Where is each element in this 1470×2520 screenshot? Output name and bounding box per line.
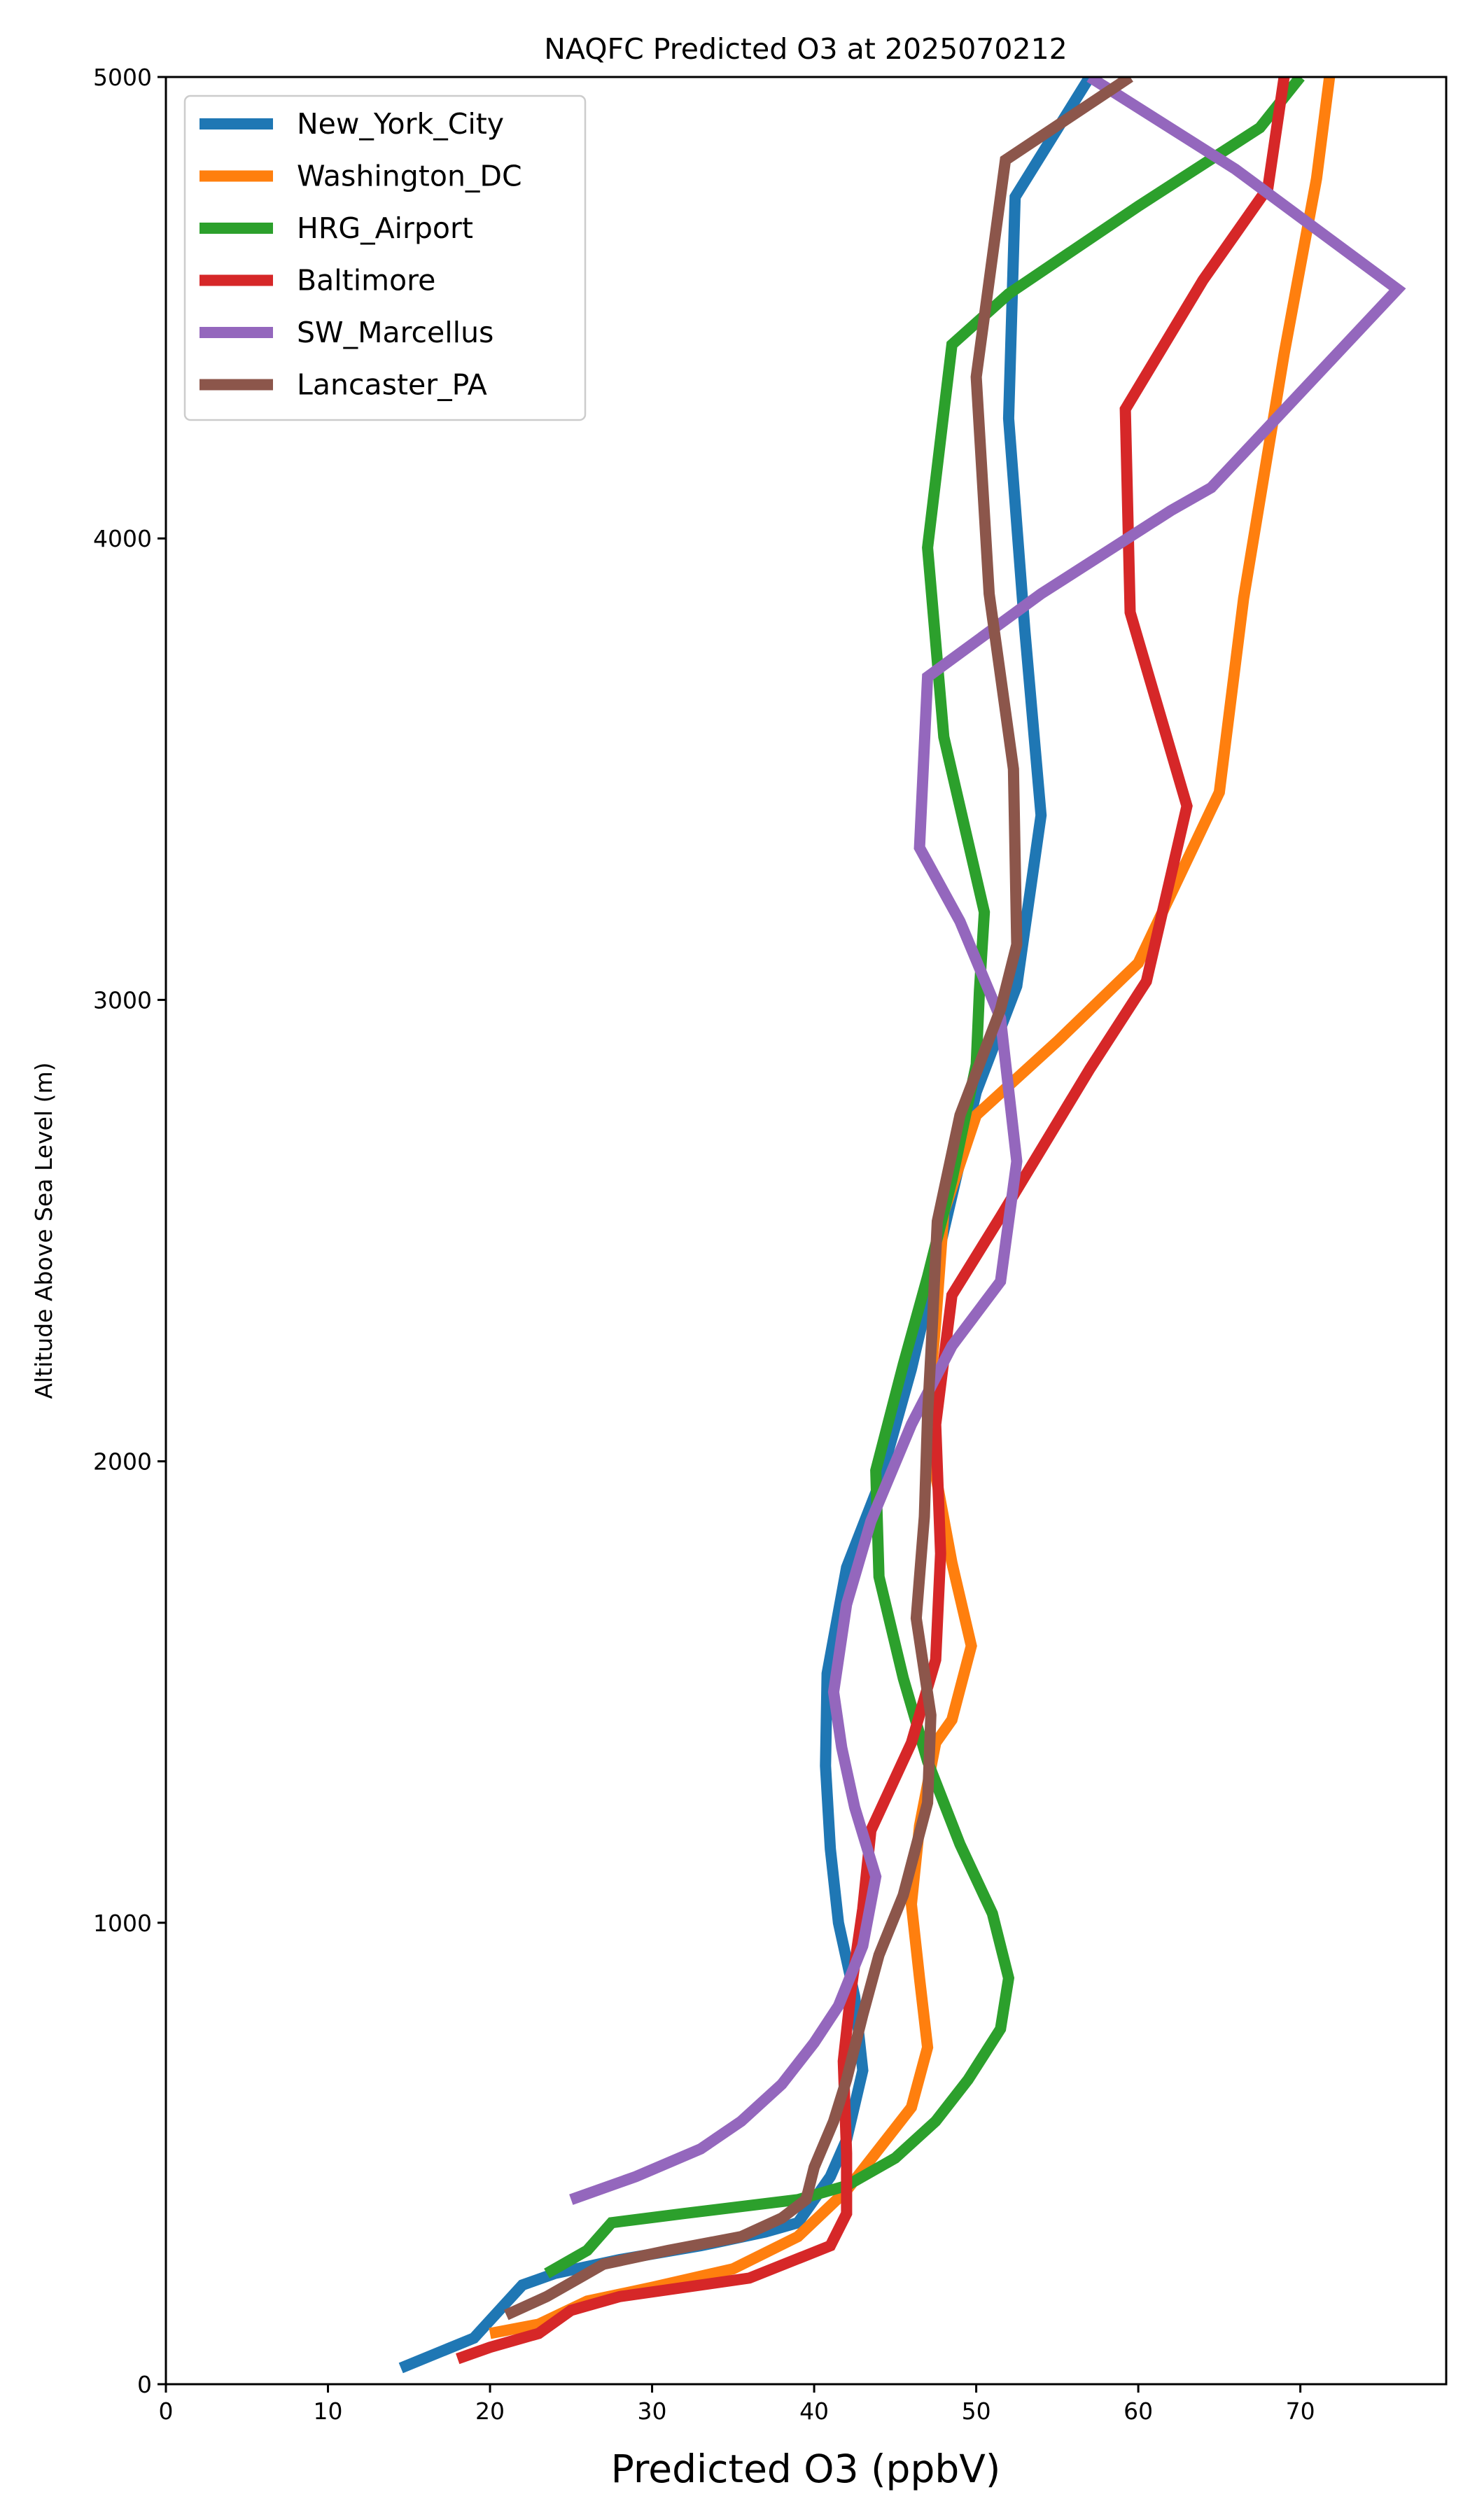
chart-title: NAQFC Predicted O3 at 2025070212: [544, 32, 1068, 66]
legend-label-baltimore: Baltimore: [297, 264, 435, 298]
plot-area-frame: [164, 76, 1448, 2386]
y-tick-label: 5000: [93, 64, 152, 91]
series-line-hrg-airport: [544, 77, 1305, 2278]
series-line-sw-marcellus: [569, 77, 1406, 2205]
x-tick-label: 40: [799, 2398, 829, 2425]
y-axis-title: Altitude Above Sea Level (m): [30, 1063, 57, 1399]
y-tick-label: 0: [137, 2371, 152, 2398]
x-tick-label: 30: [638, 2398, 667, 2425]
x-tick-label: 0: [159, 2398, 174, 2425]
x-axis-title: Predicted O3 (ppbV): [611, 2446, 1001, 2491]
x-tick-label: 60: [1124, 2398, 1153, 2425]
series-layer: [398, 77, 1406, 2374]
x-tick-label: 70: [1286, 2398, 1315, 2425]
x-tick-label: 50: [962, 2398, 991, 2425]
legend-label-washington-dc: Washington_DC: [297, 160, 522, 193]
legend-frame: [183, 94, 587, 421]
x-tick-label: 20: [475, 2398, 505, 2425]
y-tick-label: 2000: [93, 1448, 152, 1476]
legend-entries: New_York_City Washington_DC HRG_Airport Bal…: [200, 107, 522, 402]
series-line-baltimore: [456, 77, 1290, 2365]
y-tick-label: 3000: [93, 986, 152, 1014]
x-axis-ticks: 0 10 20 30 40 50 60 70: [159, 2384, 1315, 2425]
y-tick-label: 1000: [93, 1910, 152, 1937]
legend: New_York_City Washington_DC HRG_Airport Bal…: [183, 94, 587, 421]
x-tick-label: 10: [314, 2398, 343, 2425]
legend-label-new-york-city: New_York_City: [297, 107, 504, 141]
legend-label-hrg-airport: HRG_Airport: [297, 211, 473, 245]
legend-label-sw-marcellus: SW_Marcellus: [297, 316, 493, 349]
series-line-lancaster-pa: [503, 77, 1133, 2320]
y-tick-label: 4000: [93, 525, 152, 552]
y-axis-ticks: 0 1000 2000 3000 4000 5000: [93, 64, 166, 2398]
legend-label-lancaster-pa: Lancaster_PA: [297, 368, 487, 402]
